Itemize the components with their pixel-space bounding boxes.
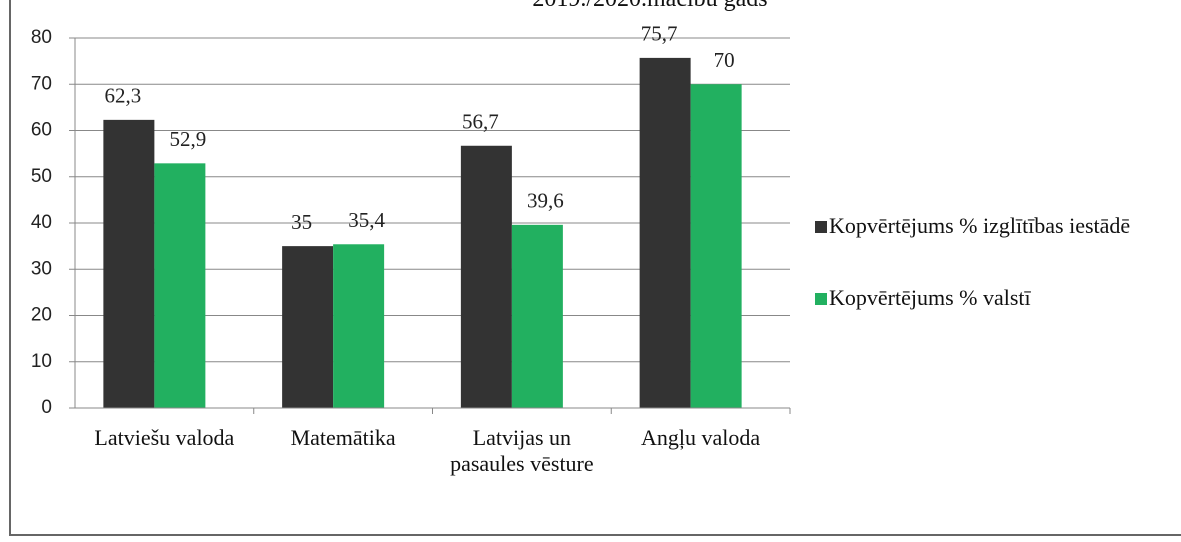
bar: [282, 246, 334, 408]
value-label: 35,4: [348, 208, 385, 232]
y-tick-label: 40: [31, 212, 52, 233]
legend-label: Kopvērtējums % izglītības iestādē: [829, 213, 1131, 238]
value-label: 70: [714, 48, 735, 72]
y-tick-label: 70: [31, 73, 52, 94]
frame: [9, 0, 1181, 536]
y-tick-label: 30: [31, 258, 52, 279]
y-tick-label: 80: [31, 27, 52, 48]
value-label: 39,6: [527, 189, 564, 213]
chart-title: 2019./2020.mācību gads: [400, 0, 900, 13]
bar: [460, 145, 512, 408]
y-tick-label: 0: [41, 397, 52, 418]
legend-entry: Kopvērtējums % izglītības iestādē: [815, 213, 1155, 239]
bar: [511, 224, 563, 408]
bar: [333, 244, 385, 408]
value-label: 75,7: [641, 22, 678, 46]
x-tick-label: Matemātika: [290, 425, 396, 450]
legend-swatch: [815, 293, 827, 305]
x-tick-label: Latviešu valoda: [94, 425, 235, 450]
bar: [639, 57, 691, 408]
x-tick-label: Latvijas un pasaules vēsture: [450, 425, 594, 476]
bar: [154, 163, 206, 408]
bar: [103, 119, 155, 409]
value-label: 35: [291, 210, 312, 234]
legend-entry: Kopvērtējums % valstī: [815, 285, 1155, 311]
y-tick-label: 60: [31, 120, 52, 141]
x-tick-label: Angļu valoda: [641, 425, 761, 450]
legend-label: Kopvērtējums % valstī: [829, 285, 1031, 310]
y-tick-label: 10: [31, 351, 52, 372]
value-label: 52,9: [170, 127, 207, 151]
bar: [690, 84, 742, 408]
value-label: 56,7: [462, 110, 499, 134]
value-label: 62,3: [105, 84, 142, 108]
y-tick-label: 20: [31, 305, 52, 326]
y-tick-label: 50: [31, 166, 52, 187]
legend-swatch: [815, 221, 827, 233]
